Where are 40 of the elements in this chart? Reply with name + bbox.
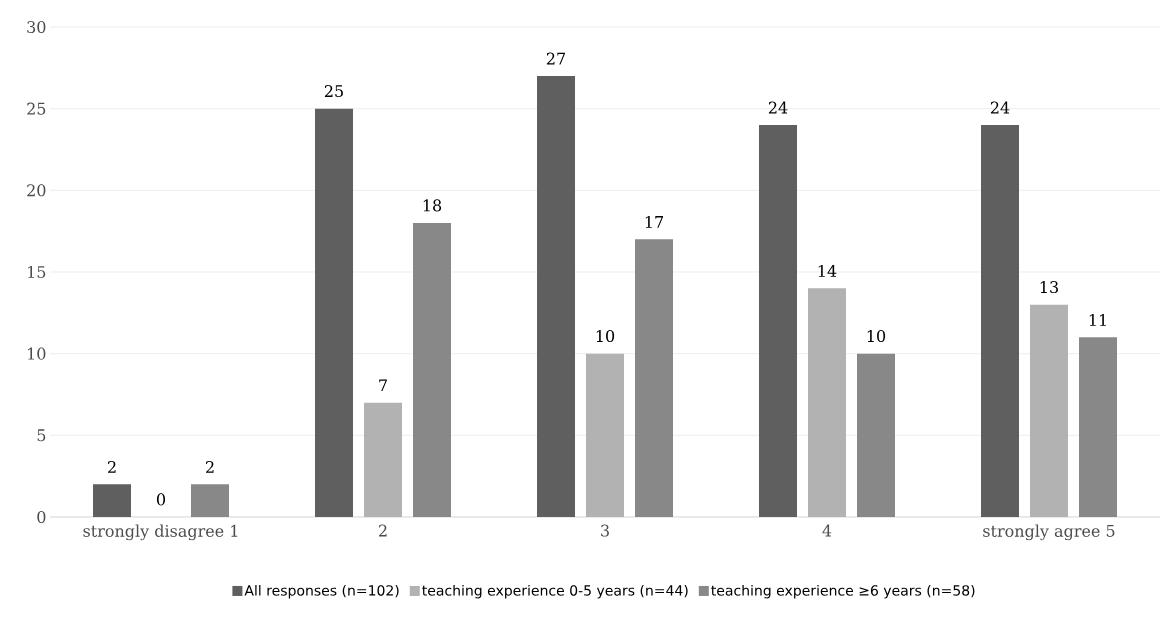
data-label: 17 <box>645 215 664 228</box>
y-tick-label: 15 <box>28 265 46 279</box>
y-tick-label: 0 <box>37 510 46 524</box>
data-label: 0 <box>156 493 166 506</box>
bar <box>1079 337 1118 517</box>
data-label: 24 <box>768 101 788 114</box>
y-tick-label: 20 <box>27 184 46 197</box>
data-label: 13 <box>1040 281 1058 294</box>
data-label: 24 <box>990 101 1010 114</box>
bar <box>635 239 674 517</box>
x-tick-label: 2 <box>379 524 387 537</box>
data-label: 18 <box>423 199 442 212</box>
x-tick-label: 3 <box>601 524 609 537</box>
bar <box>981 124 1019 517</box>
x-tick-label: strongly disagree 1 <box>83 524 238 541</box>
bar <box>191 484 230 517</box>
y-tick-label: 5 <box>37 429 46 442</box>
data-label: 10 <box>867 330 886 343</box>
bar <box>93 484 132 517</box>
y-tick-label: 25 <box>27 102 46 115</box>
data-label: 2 <box>206 460 214 473</box>
data-label: 25 <box>324 85 343 98</box>
y-tick-label: 10 <box>28 347 46 360</box>
data-label: 10 <box>596 330 615 343</box>
bar <box>315 108 354 517</box>
bar <box>759 124 798 517</box>
legend-label: teaching experience ≥6 years (n=58) <box>711 584 975 599</box>
bar <box>537 75 576 517</box>
data-label: 11 <box>1089 313 1106 326</box>
x-tick-label: strongly agree 5 <box>983 524 1115 541</box>
bar <box>413 222 452 517</box>
data-label: 27 <box>546 52 566 65</box>
data-label: 2 <box>108 460 116 473</box>
y-tick-label: 30 <box>27 20 46 34</box>
data-label: 14 <box>818 264 837 277</box>
x-tick-label: 4 <box>822 524 832 537</box>
data-label: 7 <box>379 379 387 392</box>
legend-label: teaching experience 0-5 years (n=44) <box>422 584 688 599</box>
legend-label: All responses (n=102) <box>244 584 399 599</box>
bar <box>857 353 895 517</box>
